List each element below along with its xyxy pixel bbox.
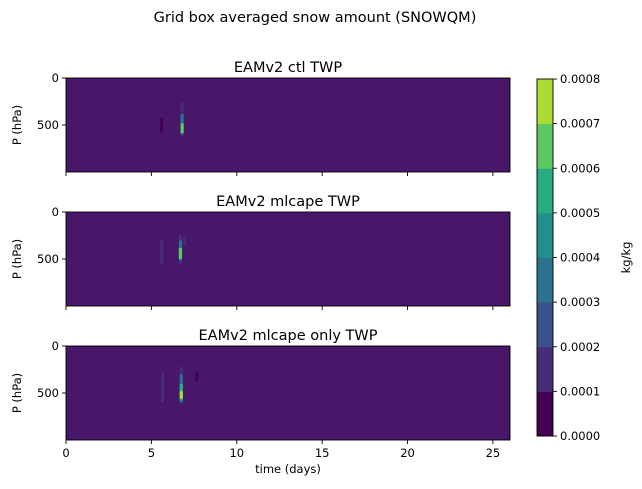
colorbar-segment [537, 212, 553, 258]
colorbar-tick-label: 0.0007 [560, 117, 600, 131]
snow-feature [160, 372, 165, 403]
snow-feature [195, 372, 199, 382]
snow-feature [160, 240, 164, 265]
colorbar-tick-label: 0.0001 [560, 384, 600, 398]
snow-feature [180, 123, 184, 134]
plot-background [66, 346, 510, 440]
plot-background [66, 212, 510, 306]
y-axis-label: P (hPa) [10, 373, 24, 413]
snow-feature [183, 236, 187, 246]
snow-feature [160, 117, 164, 133]
colorbar-tick-label: 0.0002 [560, 340, 600, 354]
y-tick-label: 500 [37, 386, 59, 400]
x-tick-label: 20 [400, 446, 415, 460]
colorbar-tick-label: 0.0006 [560, 161, 600, 175]
y-tick-label: 500 [37, 118, 59, 132]
x-tick-label: 15 [315, 446, 330, 460]
colorbar-segment [537, 302, 553, 348]
colorbar-label: kg/kg [619, 242, 633, 274]
y-tick-label: 500 [37, 252, 59, 266]
panel-title: EAMv2 mlcape TWP [216, 194, 360, 210]
x-axis-label: time (days) [255, 462, 321, 476]
snow-feature [178, 247, 183, 259]
colorbar-segment [537, 123, 553, 169]
panel-2: EAMv2 mlcape TWP 0 500 P (hPa) [10, 194, 511, 310]
colorbar-segment [537, 391, 553, 437]
panel-1: EAMv2 ctl TWP 0 500 P (hPa) [10, 60, 511, 176]
x-tick-label: 25 [486, 446, 501, 460]
figure-suptitle: Grid box averaged snow amount (SNOWQM) [154, 10, 477, 26]
plot-background [66, 78, 510, 172]
colorbar-segment [537, 168, 553, 214]
colorbar-tick-label: 0.0000 [560, 429, 600, 443]
panel-3: EAMv2 mlcape only TWP 0 500 P (hPa) 0 5 10 15 20… [10, 328, 511, 476]
y-tick-label: 0 [52, 71, 59, 85]
y-axis-label: P (hPa) [10, 105, 24, 145]
y-tick-label: 0 [52, 205, 59, 219]
colorbar-segment [537, 257, 553, 303]
colorbar-segment [537, 79, 553, 125]
colorbar-tick-label: 0.0005 [560, 206, 600, 220]
x-tick-label: 5 [148, 446, 155, 460]
y-axis-label: P (hPa) [10, 239, 24, 279]
colorbar-tick-label: 0.0003 [560, 295, 600, 309]
x-tick-label: 10 [229, 446, 244, 460]
colorbar-tick-label: 0.0004 [560, 251, 600, 265]
colorbar: 0.0000 0.0001 0.0002 0.0003 0.0004 0.0005 0.00… [536, 72, 633, 443]
colorbar-tick-label: 0.0008 [560, 72, 600, 86]
snow-feature [179, 391, 183, 399]
colorbar-segment [537, 346, 553, 392]
y-tick-label: 0 [52, 339, 59, 353]
x-tick-label: 0 [62, 446, 69, 460]
panel-title: EAMv2 mlcape only TWP [199, 328, 378, 344]
panel-title: EAMv2 ctl TWP [234, 60, 342, 76]
